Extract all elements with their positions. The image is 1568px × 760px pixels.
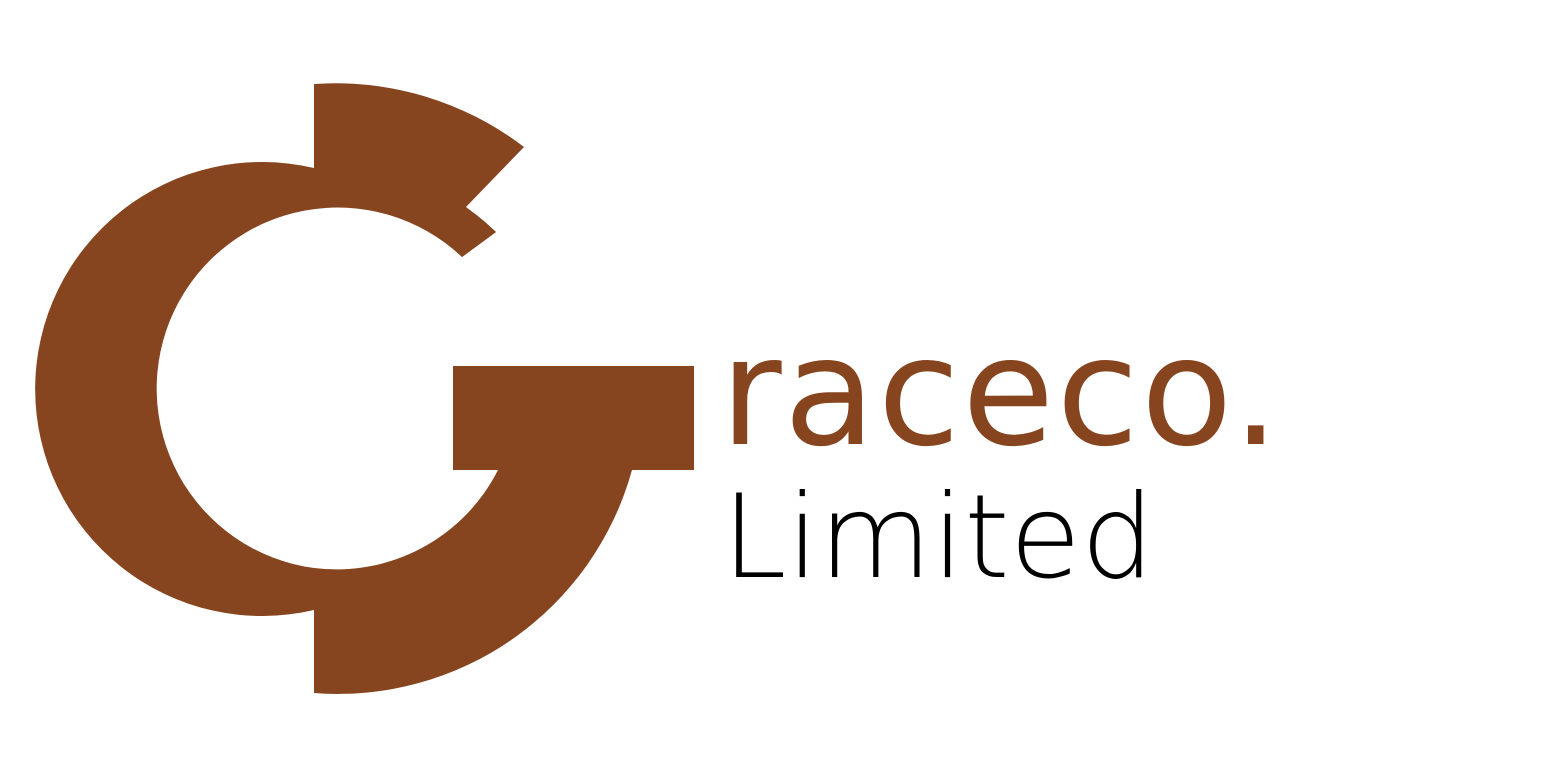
g-mark-shape [35, 83, 694, 694]
brand-name-text: raceco. [720, 306, 1282, 480]
company-type-text: Limited [722, 470, 1155, 605]
brand-wordmark: raceco. [720, 318, 1282, 468]
